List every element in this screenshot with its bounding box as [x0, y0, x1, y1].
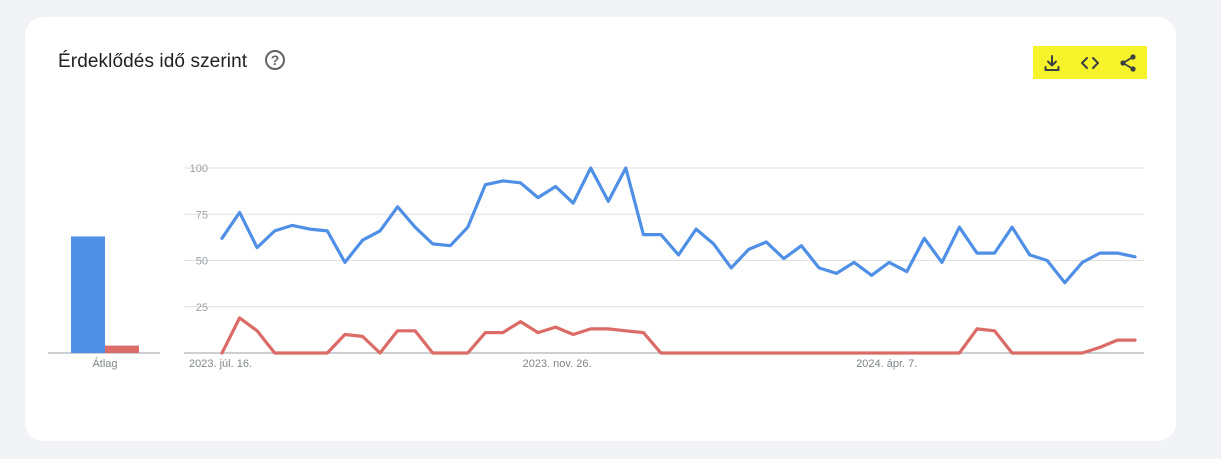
average-bars: [48, 236, 160, 354]
y-tick-label: 100: [190, 163, 208, 175]
x-tick-label: 2023. nov. 26.: [523, 358, 592, 370]
interest-over-time-card: Érdeklődés idő szerint ?: [25, 17, 1176, 441]
y-tick-label: 50: [196, 256, 208, 268]
average-bar-1: [71, 236, 105, 353]
embed-code-icon[interactable]: [1076, 49, 1104, 77]
axis-labels: 25 50 75 100 Átlag 2023. júl. 16. 2023. nov. 2…: [92, 163, 917, 370]
x-tick-label: 2023. júl. 16.: [189, 358, 252, 370]
download-icon[interactable]: [1038, 49, 1066, 77]
help-icon[interactable]: ?: [265, 50, 285, 70]
series-2-line: [220, 316, 1137, 355]
y-tick-label: 25: [196, 302, 208, 314]
series-1-line: [220, 166, 1137, 285]
toolbar-highlight: [1033, 46, 1147, 79]
series-lines: [220, 166, 1137, 355]
share-icon[interactable]: [1114, 49, 1142, 77]
average-label: Átlag: [92, 357, 117, 370]
grid-lines: [184, 167, 1144, 354]
x-tick-label: 2024. ápr. 7.: [856, 358, 917, 370]
y-tick-label: 75: [196, 209, 208, 221]
card-title: Érdeklődés idő szerint: [58, 51, 248, 72]
average-bar-2: [105, 345, 139, 353]
